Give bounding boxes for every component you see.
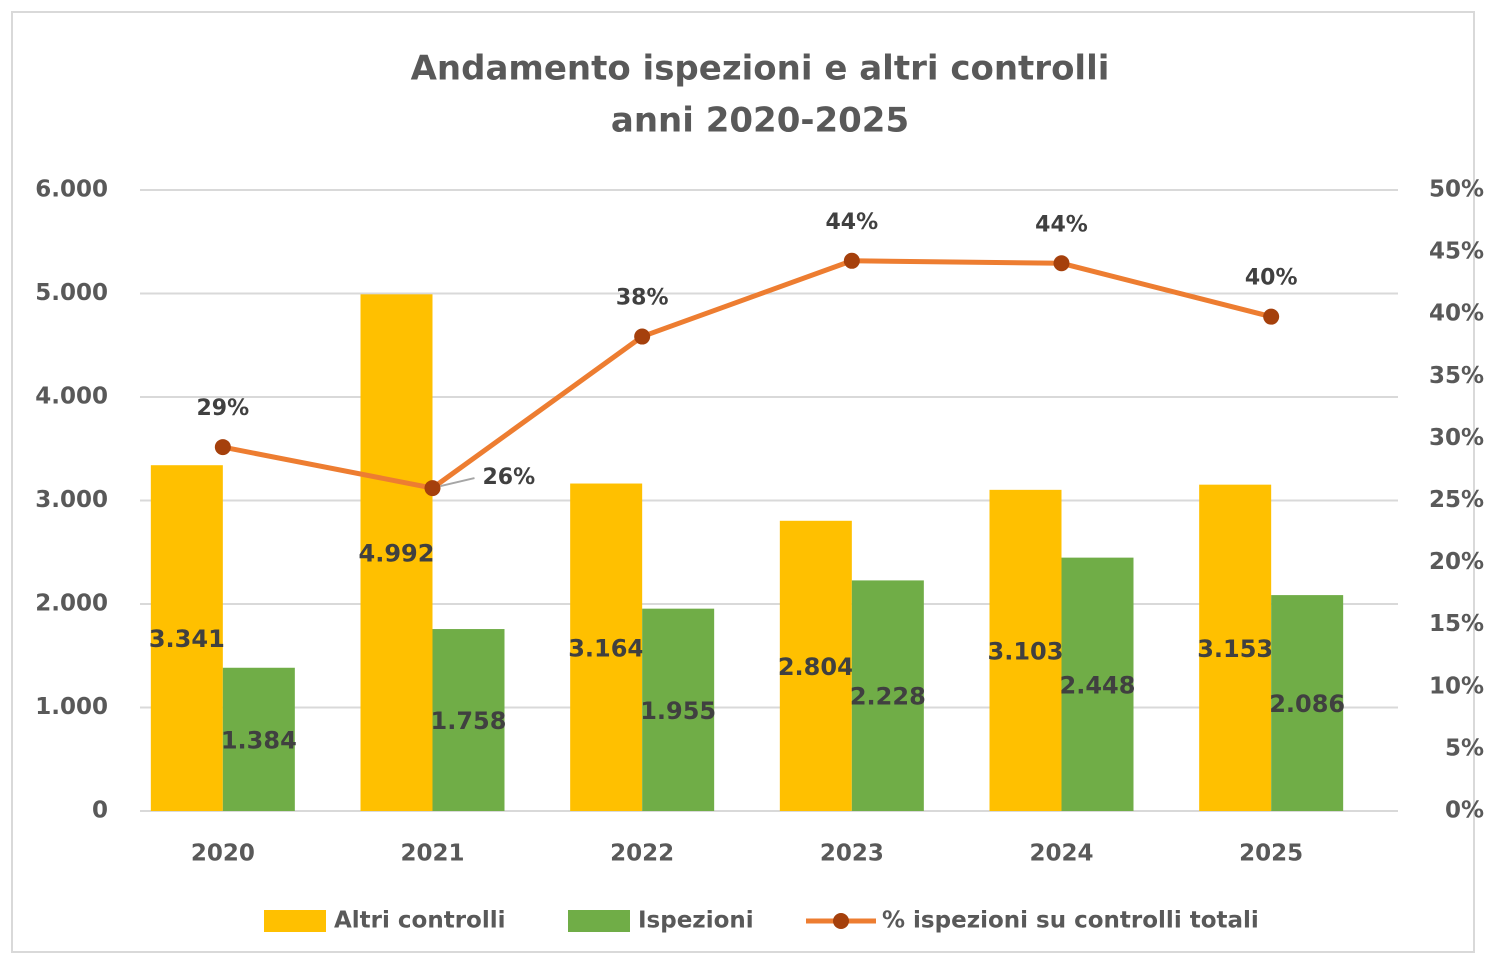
y-tick-label: 3.000: [35, 487, 108, 513]
y-tick-label: 0: [92, 798, 108, 824]
leader-line: [440, 477, 475, 488]
chart-title: anni 2020-2025: [611, 101, 909, 141]
legend-swatch: [568, 910, 630, 932]
bar: [432, 629, 505, 811]
bar: [642, 608, 715, 811]
line-value-label: 40%: [1245, 266, 1298, 291]
y2-tick-label: 15%: [1429, 611, 1484, 637]
line-marker: [424, 480, 441, 497]
x-tick-label: 2023: [820, 841, 884, 867]
y2-tick-label: 0%: [1445, 798, 1484, 824]
x-tick-label: 2024: [1029, 841, 1093, 867]
bar: [851, 580, 924, 811]
bar-value-label: 1.758: [431, 707, 507, 735]
bar-value-label: 1.955: [640, 697, 716, 725]
legend-label: Altri controlli: [334, 908, 506, 934]
y2-tick-label: 50%: [1429, 177, 1484, 203]
x-tick-label: 2025: [1239, 841, 1303, 867]
x-tick-label: 2021: [400, 841, 464, 867]
line-value-label: 44%: [825, 210, 878, 235]
legend-swatch: [833, 913, 849, 929]
y-tick-label: 5.000: [35, 280, 108, 306]
y2-tick-label: 20%: [1429, 549, 1484, 575]
line-marker: [1263, 308, 1280, 325]
bar: [150, 465, 223, 811]
bar: [779, 520, 852, 811]
line-value-label: 44%: [1035, 212, 1088, 237]
bar-value-label: 2.228: [850, 683, 926, 711]
bar: [360, 294, 433, 811]
line-marker: [1053, 255, 1070, 272]
bar: [989, 489, 1062, 811]
bar-value-label: 3.103: [988, 637, 1064, 665]
line-marker: [843, 252, 860, 269]
bar-value-label: 3.341: [149, 625, 225, 653]
y2-tick-label: 25%: [1429, 487, 1484, 513]
bar: [1271, 595, 1344, 811]
x-tick-label: 2020: [191, 841, 255, 867]
y2-tick-label: 35%: [1429, 363, 1484, 389]
y2-tick-label: 45%: [1429, 239, 1484, 265]
legend-swatch: [264, 910, 326, 932]
line-value-label: 38%: [616, 286, 669, 311]
bar-value-label: 1.384: [221, 726, 297, 754]
line-marker: [634, 328, 651, 345]
bar: [1061, 557, 1134, 811]
bar-value-label: 3.153: [1197, 635, 1273, 663]
legend-label: % ispezioni su controlli totali: [882, 908, 1259, 934]
line-marker: [214, 439, 231, 456]
line-value-label: 26%: [483, 465, 536, 490]
chart-title: Andamento ispezioni e altri controlli: [411, 49, 1110, 89]
bar-value-label: 3.164: [568, 634, 644, 662]
bar: [1199, 484, 1272, 811]
y-tick-label: 1.000: [35, 694, 108, 720]
y2-tick-label: 10%: [1429, 673, 1484, 699]
bar: [222, 667, 295, 811]
y-tick-label: 2.000: [35, 591, 108, 617]
bar-value-label: 2.804: [778, 653, 854, 681]
y-tick-label: 4.000: [35, 384, 108, 410]
y2-tick-label: 40%: [1429, 301, 1484, 327]
bar-value-label: 4.992: [359, 540, 435, 568]
y2-tick-label: 5%: [1445, 735, 1484, 761]
line-value-label: 29%: [196, 396, 249, 421]
line: [222, 258, 1272, 491]
legend-label: Ispezioni: [638, 908, 754, 934]
bar-value-label: 2.448: [1060, 671, 1136, 699]
y2-tick-label: 30%: [1429, 425, 1484, 451]
bar: [570, 483, 643, 811]
y-tick-label: 6.000: [35, 177, 108, 203]
x-tick-label: 2022: [610, 841, 674, 867]
bar-value-label: 2.086: [1269, 690, 1345, 718]
